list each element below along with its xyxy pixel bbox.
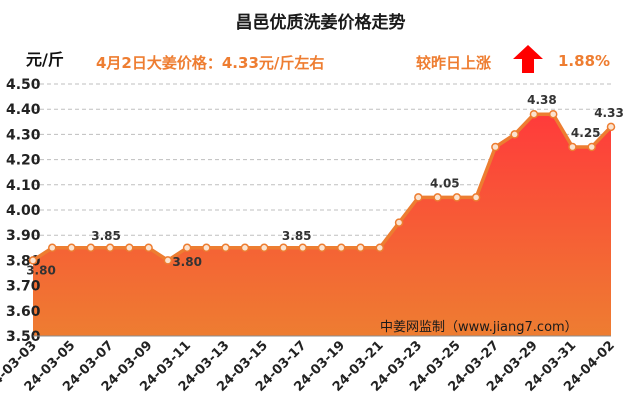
price-point: [529, 109, 539, 119]
data-label: 3.80: [26, 263, 56, 277]
price-point: [259, 243, 269, 253]
y-tick-label: 3.90: [6, 228, 41, 244]
y-tick-label: 4.10: [6, 178, 41, 194]
price-point: [105, 243, 115, 253]
headline-price-text: 4月2日大姜价格：4.33元/斤左右: [96, 54, 325, 72]
price-point: [375, 243, 385, 253]
price-point: [471, 193, 481, 202]
y-tick-label: 3.50: [6, 329, 41, 345]
price-point: [587, 142, 596, 152]
price-point: [337, 243, 346, 253]
chart-title: 昌邑优质洗姜价格走势: [235, 13, 406, 33]
data-label: 4.25: [571, 126, 601, 140]
price-point: [606, 122, 616, 132]
price-point: [279, 243, 288, 253]
price-point: [28, 256, 38, 265]
data-label: 3.85: [91, 229, 121, 243]
y-tick-label: 4.50: [6, 77, 41, 93]
price-point: [491, 142, 500, 152]
y-tick-label: 4.00: [6, 203, 41, 219]
data-label: 3.80: [172, 255, 202, 269]
change-percent-value: 1.88%: [558, 52, 611, 70]
price-point: [202, 243, 211, 253]
price-point: [356, 243, 365, 253]
y-tick-label: 3.70: [6, 279, 41, 295]
price-point: [548, 109, 558, 119]
price-point: [433, 193, 442, 202]
price-point: [568, 142, 577, 152]
y-axis-unit-label: 元/斤: [26, 50, 64, 69]
price-point: [317, 243, 327, 253]
price-point: [298, 243, 307, 253]
watermark-text: 中姜网监制（www.jiang7.com）: [380, 320, 578, 335]
up-arrow-icon: [513, 45, 543, 73]
data-label: 4.38: [527, 93, 557, 107]
price-point: [48, 243, 57, 253]
price-area: [33, 114, 611, 337]
price-point: [144, 243, 153, 253]
y-tick-label: 3.60: [6, 304, 41, 320]
price-point: [67, 243, 76, 253]
price-point: [125, 243, 134, 253]
price-point: [240, 243, 250, 253]
price-point: [414, 193, 423, 202]
data-label: 4.05: [430, 176, 460, 190]
price-point: [452, 193, 462, 202]
price-point: [394, 218, 404, 227]
data-label: 4.33: [594, 106, 624, 120]
y-tick-label: 4.40: [6, 102, 41, 118]
price-point: [86, 243, 96, 253]
y-tick-label: 4.30: [6, 127, 41, 143]
change-label: 较昨日上涨: [416, 54, 492, 72]
price-point: [163, 256, 173, 265]
price-point: [182, 243, 192, 253]
y-tick-label: 4.20: [6, 153, 41, 169]
price-point: [510, 130, 519, 139]
data-label: 3.85: [282, 229, 312, 243]
price-point: [221, 243, 230, 253]
